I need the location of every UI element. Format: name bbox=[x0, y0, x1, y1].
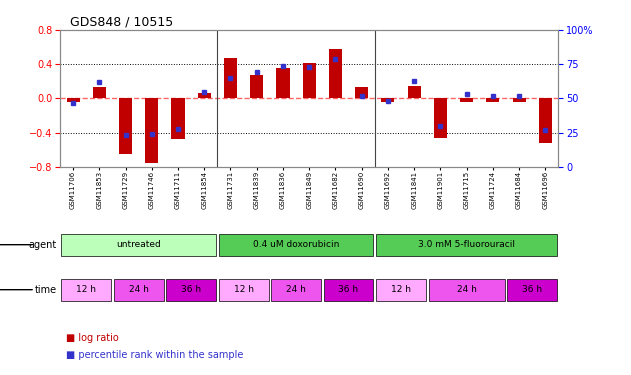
Bar bbox=[145, 99, 158, 164]
Bar bbox=[250, 75, 263, 99]
Bar bbox=[219, 279, 269, 301]
Bar bbox=[324, 279, 374, 301]
Bar bbox=[276, 69, 290, 99]
Text: 12 h: 12 h bbox=[76, 285, 96, 294]
Bar bbox=[219, 234, 374, 256]
Text: agent: agent bbox=[28, 240, 57, 250]
Bar bbox=[66, 99, 80, 102]
Bar bbox=[376, 234, 557, 256]
Bar bbox=[428, 279, 505, 301]
Bar bbox=[355, 87, 369, 99]
Text: GDS848 / 10515: GDS848 / 10515 bbox=[70, 16, 173, 29]
Bar bbox=[61, 234, 216, 256]
Text: 36 h: 36 h bbox=[522, 285, 542, 294]
Bar bbox=[539, 99, 552, 143]
Bar bbox=[119, 99, 132, 154]
Text: time: time bbox=[35, 285, 57, 295]
Text: untreated: untreated bbox=[116, 240, 161, 249]
Text: 24 h: 24 h bbox=[129, 285, 148, 294]
Bar bbox=[376, 279, 426, 301]
Text: ■ log ratio: ■ log ratio bbox=[66, 333, 119, 343]
Text: 3.0 mM 5-fluorouracil: 3.0 mM 5-fluorouracil bbox=[418, 240, 515, 249]
Bar bbox=[507, 279, 557, 301]
Bar bbox=[487, 99, 499, 102]
Bar bbox=[166, 279, 216, 301]
Bar bbox=[198, 93, 211, 99]
Text: 24 h: 24 h bbox=[286, 285, 306, 294]
Text: 36 h: 36 h bbox=[338, 285, 358, 294]
Bar bbox=[114, 279, 163, 301]
Bar bbox=[224, 58, 237, 99]
Text: ■ percentile rank within the sample: ■ percentile rank within the sample bbox=[66, 350, 244, 360]
Bar bbox=[381, 99, 394, 102]
Text: 24 h: 24 h bbox=[457, 285, 476, 294]
Bar bbox=[271, 279, 321, 301]
Bar bbox=[172, 99, 184, 139]
Bar bbox=[408, 86, 421, 99]
Bar bbox=[61, 279, 111, 301]
Bar bbox=[329, 49, 342, 99]
Bar bbox=[434, 99, 447, 138]
Text: 36 h: 36 h bbox=[181, 285, 201, 294]
Text: 12 h: 12 h bbox=[391, 285, 411, 294]
Bar bbox=[93, 87, 106, 99]
Text: 0.4 uM doxorubicin: 0.4 uM doxorubicin bbox=[253, 240, 339, 249]
Bar bbox=[512, 99, 526, 102]
Bar bbox=[303, 63, 316, 99]
Text: 12 h: 12 h bbox=[233, 285, 254, 294]
Bar bbox=[460, 99, 473, 102]
